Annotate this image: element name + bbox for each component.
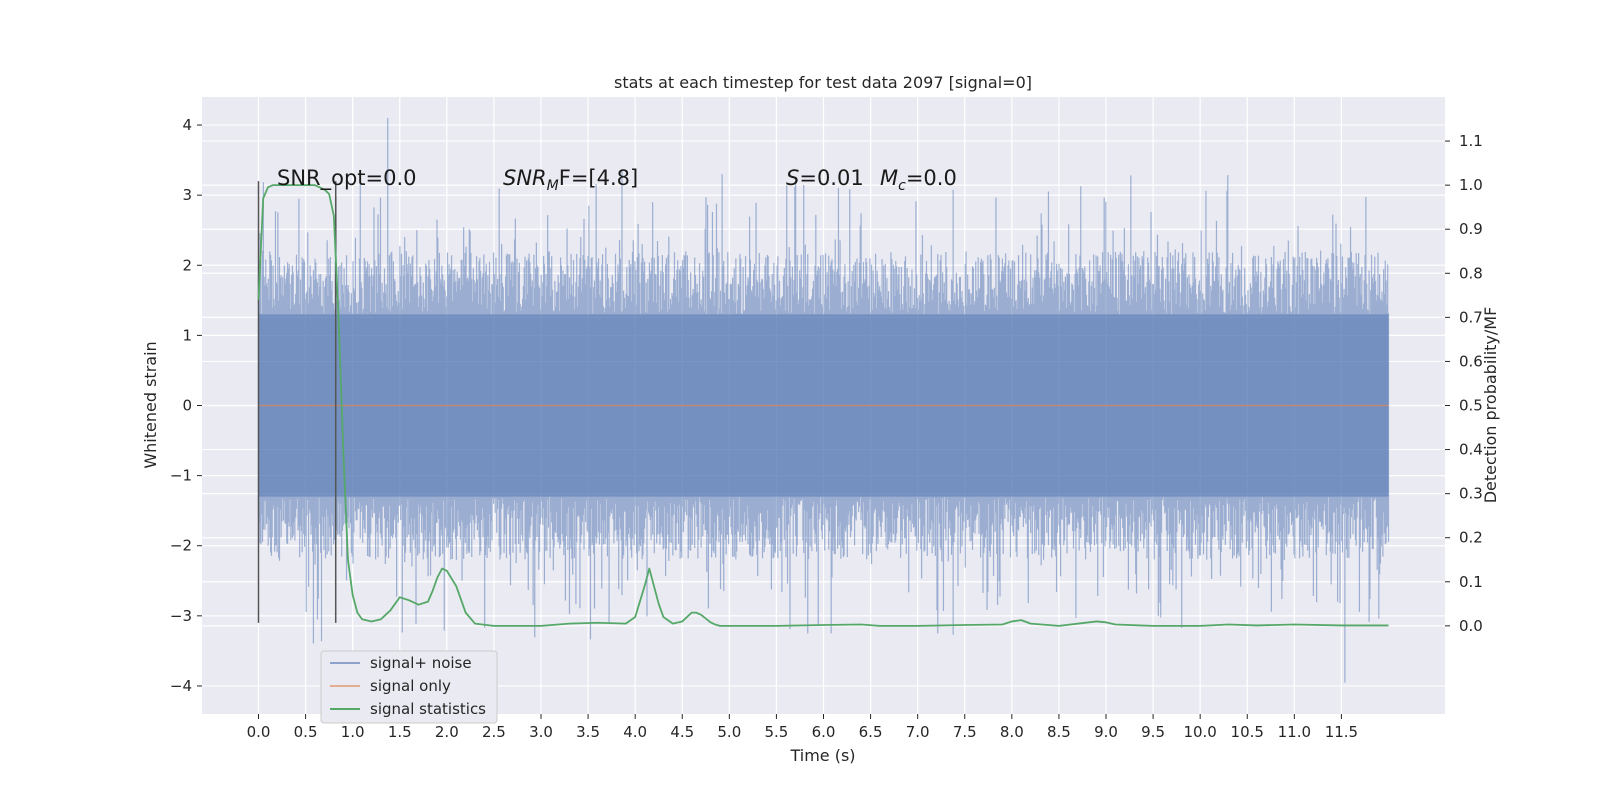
annotation-mc: Mc=0.0 — [880, 166, 957, 194]
x-tick-label-14: 7.0 — [906, 723, 930, 741]
y-right-axis-label: Detection probability/MF — [1481, 307, 1500, 504]
chart-title: stats at each timestep for test data 209… — [614, 73, 1032, 92]
legend-label-signal-only: signal only — [370, 677, 451, 695]
yr-tick-label-4: 0.7 — [1459, 308, 1483, 326]
yr-tick-label-0: 1.1 — [1459, 132, 1483, 150]
legend-label-signal-noise: signal+ noise — [370, 654, 472, 672]
x-tick-label-4: 2.0 — [435, 723, 459, 741]
x-tick-label-0: 0.0 — [247, 723, 271, 741]
x-tick-label-1: 0.5 — [294, 723, 318, 741]
y-right-axis-ticks: 1.1 1.0 0.9 0.8 0.7 0.6 0.5 0.4 0.3 0.2 0.1 0.0 — [1445, 132, 1483, 635]
yr-tick-label-5: 0.6 — [1459, 352, 1483, 370]
annotation-snr-opt: SNR_opt=0.0 — [277, 166, 417, 191]
x-tick-label-18: 9.0 — [1094, 723, 1118, 741]
series-signal-statistics — [257, 184, 1389, 627]
x-tick-label-11: 5.5 — [764, 723, 788, 741]
yr-tick-label-3: 0.8 — [1459, 264, 1483, 282]
yr-tick-label-7: 0.4 — [1459, 441, 1483, 459]
x-tick-label-21: 10.5 — [1231, 723, 1264, 741]
yr-tick-label-1: 1.0 — [1459, 176, 1483, 194]
x-tick-label-20: 10.0 — [1183, 723, 1216, 741]
yl-tick-label-4: 0 — [182, 397, 192, 415]
y-left-axis-label: Whitened strain — [141, 341, 160, 468]
yr-tick-label-11: 0.0 — [1459, 617, 1483, 635]
x-tick-label-2: 1.0 — [341, 723, 365, 741]
x-tick-label-22: 11.0 — [1278, 723, 1311, 741]
x-tick-label-17: 8.5 — [1047, 723, 1071, 741]
legend-label-signal-statistics: signal statistics — [370, 700, 486, 718]
yl-tick-label-0: 4 — [182, 116, 192, 134]
x-tick-label-23: 11.5 — [1325, 723, 1358, 741]
yr-tick-label-2: 0.9 — [1459, 220, 1483, 238]
x-tick-label-6: 3.0 — [529, 723, 553, 741]
x-tick-label-9: 4.5 — [670, 723, 694, 741]
legend-box — [320, 650, 498, 724]
x-tick-label-8: 4.0 — [623, 723, 647, 741]
x-tick-label-10: 5.0 — [717, 723, 741, 741]
x-tick-label-13: 6.5 — [859, 723, 883, 741]
x-tick-label-12: 6.0 — [812, 723, 836, 741]
yl-tick-label-1: 3 — [182, 186, 192, 204]
annotation-s: S=0.01 — [786, 166, 864, 190]
x-tick-label-7: 3.5 — [576, 723, 600, 741]
yr-tick-label-6: 0.5 — [1459, 397, 1483, 415]
yl-tick-label-8: −4 — [170, 677, 192, 695]
x-tick-label-15: 7.5 — [953, 723, 977, 741]
yr-tick-label-10: 0.1 — [1459, 573, 1483, 591]
x-axis-label: Time (s) — [789, 746, 855, 765]
annotation-snr-mf: SNRMF=[4.8] — [503, 166, 638, 194]
x-tick-label-5: 2.5 — [482, 723, 506, 741]
x-tick-label-19: 9.5 — [1141, 723, 1165, 741]
x-axis-ticks: 0.0 0.5 1.0 1.5 2.0 2.5 3.0 3.5 4.0 4.5 5.0 5.5 6.0 6… — [247, 714, 1358, 741]
x-tick-label-16: 8.0 — [1000, 723, 1024, 741]
yr-tick-label-9: 0.2 — [1459, 529, 1483, 547]
yr-tick-label-8: 0.3 — [1459, 485, 1483, 503]
yl-tick-label-2: 2 — [182, 256, 192, 274]
y-left-axis-ticks: 4 3 2 1 0 −1 −2 −3 −4 — [170, 116, 202, 695]
yl-tick-label-3: 1 — [182, 326, 192, 344]
legend: signal+ noise signal only signal statist… — [320, 650, 498, 724]
x-tick-label-3: 1.5 — [388, 723, 412, 741]
yl-tick-label-7: −3 — [170, 607, 192, 625]
yl-tick-label-5: −1 — [170, 467, 192, 485]
signal-statistics-line — [257, 184, 1389, 627]
yl-tick-label-6: −2 — [170, 537, 192, 555]
